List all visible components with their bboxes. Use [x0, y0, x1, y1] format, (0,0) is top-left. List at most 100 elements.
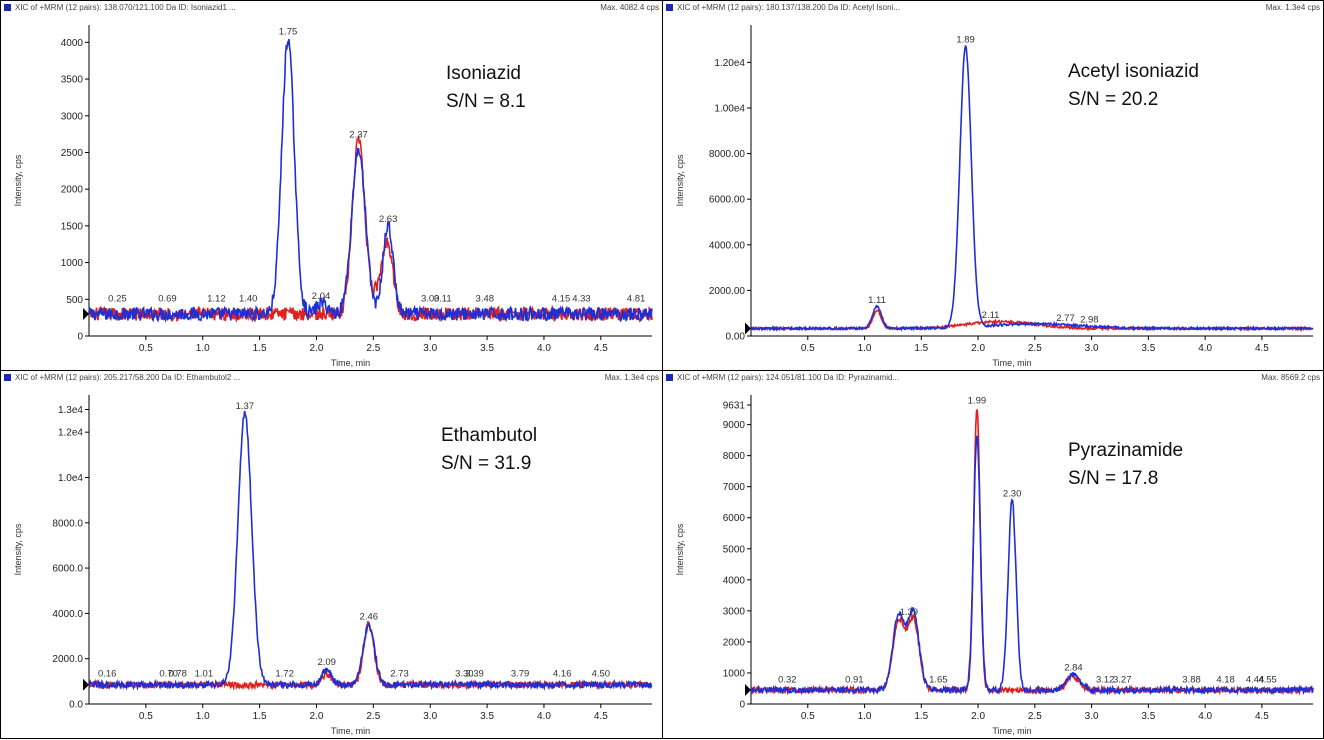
x-tick-label: 4.0	[537, 343, 551, 354]
x-tick-label: 4.0	[537, 711, 551, 722]
peak-label: 2.37	[349, 129, 368, 140]
y-tick-label: 6000.0	[52, 564, 83, 575]
series-line-reference	[750, 409, 1314, 696]
x-tick-label: 3.0	[423, 711, 437, 722]
y-tick-label: 6000	[723, 513, 746, 524]
peak-label: 0.78	[168, 669, 187, 680]
panel-header-max: Max. 4082.4 cps	[600, 3, 659, 12]
x-tick-label: 3.0	[1085, 343, 1099, 354]
peak-label: 2.98	[1080, 314, 1099, 325]
x-tick-label: 0.5	[139, 711, 153, 722]
x-tick-label: 2.0	[971, 343, 985, 354]
y-tick-label: 2000	[723, 637, 746, 648]
peak-label: 1.99	[968, 396, 987, 407]
chromatogram-plot: 0.0 2000.0 4000.0 6000.0 8000.0 1.0e4 1.2e4 1.3…	[13, 395, 653, 736]
series-line-analyte	[88, 410, 653, 691]
trace-color-icon	[4, 374, 11, 381]
peak-label: 4.15	[552, 293, 571, 304]
y-tick-label: 2000.0	[52, 654, 83, 665]
chromatogram-plot: 0 1000 2000 3000 4000 5000 6000 7000 8000 9000 963…	[675, 395, 1314, 736]
trace-color-icon	[4, 4, 11, 11]
chromatogram-plot: 0 500 1000 1500 2000 2500 3000 3500 4000 0.5 1.0 1.…	[13, 25, 653, 368]
trace-color-icon	[666, 374, 673, 381]
chromatogram-panel-isoniazid: XIC of +MRM (12 pairs): 138.070/121.100 …	[0, 0, 663, 371]
peak-label: 0.25	[108, 293, 127, 304]
x-tick-label: 4.5	[594, 343, 608, 354]
y-tick-label: 0	[739, 700, 745, 711]
peak-label: 1.40	[239, 293, 258, 304]
x-tick-label: 2.0	[310, 343, 324, 354]
y-tick-label: 1.00e4	[714, 103, 745, 114]
peak-label: 1.65	[929, 674, 948, 685]
x-tick-label: 3.5	[480, 711, 494, 722]
y-tick-label: 0.0	[69, 700, 83, 711]
x-tick-label: 1.0	[858, 711, 872, 722]
x-tick-label: 3.0	[1085, 711, 1099, 722]
chromatogram-panel-acetyl-isoniazid: XIC of +MRM (12 pairs): 180.137/138.200 …	[662, 0, 1324, 371]
peak-label: 3.48	[476, 293, 495, 304]
y-tick-label: 4000	[61, 38, 84, 49]
x-tick-label: 0.5	[801, 711, 815, 722]
y-tick-label: 8000.00	[709, 149, 746, 160]
compound-name: Pyrazinamide	[1068, 440, 1183, 461]
y-tick-label: 3000	[723, 606, 746, 617]
peak-label: 0.16	[98, 669, 117, 680]
x-tick-label: 3.5	[1141, 711, 1155, 722]
x-tick-label: 2.5	[366, 711, 380, 722]
panel-header-max: Max. 1.3e4 cps	[1265, 3, 1320, 12]
x-tick-label: 0.5	[801, 343, 815, 354]
x-tick-label: 2.5	[366, 343, 380, 354]
x-tick-label: 3.5	[1141, 343, 1155, 354]
x-tick-label: 3.5	[480, 343, 494, 354]
x-tick-label: 4.0	[1198, 343, 1212, 354]
panel-header: XIC of +MRM (12 pairs): 124.051/81.100 D…	[663, 371, 1323, 385]
panel-header-title: XIC of +MRM (12 pairs): 205.217/58.200 D…	[15, 373, 241, 382]
x-tick-label: 1.5	[914, 711, 928, 722]
y-tick-label: 0.00	[726, 332, 746, 343]
peak-label: 0.91	[845, 674, 864, 685]
y-tick-label: 1000	[723, 668, 746, 679]
y-tick-label: 3500	[61, 75, 84, 86]
peak-label: 0.32	[778, 674, 797, 685]
peak-label: 1.72	[275, 669, 294, 680]
peak-label: 4.16	[553, 669, 572, 680]
x-tick-label: 1.0	[196, 343, 210, 354]
x-tick-label: 1.5	[253, 711, 267, 722]
x-tick-label: 1.0	[858, 343, 872, 354]
x-tick-label: 1.0	[196, 711, 210, 722]
y-tick-label: 2000.00	[709, 286, 746, 297]
peak-label: 4.55	[1258, 674, 1277, 685]
peak-label: 0.69	[158, 293, 177, 304]
peak-label: 4.50	[592, 669, 611, 680]
y-tick-label: 9000	[723, 420, 746, 431]
x-tick-label: 2.5	[1028, 343, 1042, 354]
chromatogram-panel-ethambutol: XIC of +MRM (12 pairs): 205.217/58.200 D…	[0, 370, 663, 739]
y-tick-label: 2500	[61, 148, 84, 159]
y-tick-label: 3000	[61, 111, 84, 122]
y-tick-label: 0	[77, 332, 83, 343]
y-tick-label: 8000.0	[52, 518, 83, 529]
trace-color-icon	[666, 4, 673, 11]
y-tick-label: 8000	[723, 451, 746, 462]
compound-name: Acetyl isoniazid	[1068, 61, 1199, 82]
x-tick-label: 0.5	[139, 343, 153, 354]
x-tick-label: 4.5	[1255, 343, 1269, 354]
series-line-analyte	[88, 38, 653, 323]
y-tick-label: 2000	[61, 185, 84, 196]
peak-label: 1.89	[956, 35, 975, 46]
peak-label: 3.27	[1113, 674, 1132, 685]
peak-label: 3.11	[434, 293, 452, 304]
x-axis-label: Time, min	[331, 726, 370, 736]
peak-label: 3.30	[455, 669, 474, 680]
panel-header: XIC of +MRM (12 pairs): 205.217/58.200 D…	[1, 371, 662, 385]
x-tick-label: 4.5	[594, 711, 608, 722]
baseline-marker-icon	[745, 322, 751, 335]
peak-label: 2.84	[1064, 663, 1083, 674]
peak-label: 4.81	[627, 293, 646, 304]
x-tick-label: 2.0	[310, 711, 324, 722]
y-axis-label: Intensity, cps	[13, 154, 23, 206]
peak-label: 2.63	[379, 214, 398, 225]
y-tick-label: 1000	[61, 258, 84, 269]
y-tick-label: 1.0e4	[58, 473, 83, 484]
peak-label: 3.79	[511, 669, 530, 680]
